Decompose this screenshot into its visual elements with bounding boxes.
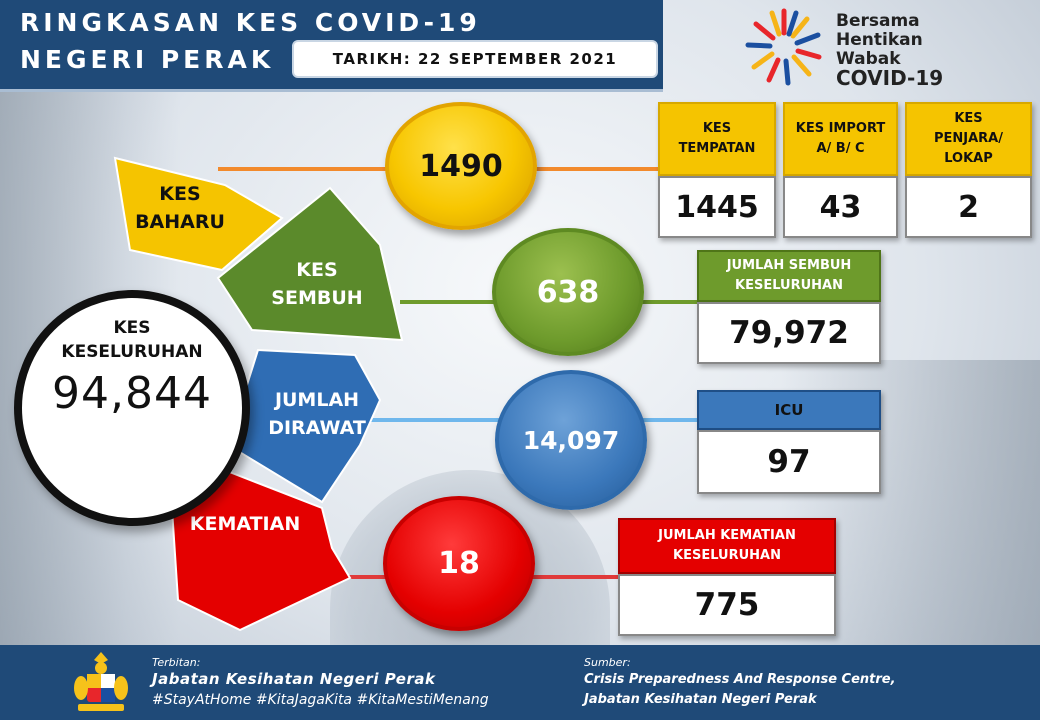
sunburst-logo-icon [745,8,822,86]
new-cases-value: 1490 [419,148,503,184]
footer-source-line2: Jabatan Kesihatan Negeri Perak [584,692,817,707]
stat-value-tempatan: 1445 [658,176,776,238]
active-cases-value: 14,097 [522,425,620,455]
stat-value-text: 97 [767,444,811,480]
segment-label-line: SEMBUH [271,287,363,309]
stat-header-line: JUMLAH KEMATIAN [658,528,796,543]
total-cases-value: 94,844 [52,368,212,419]
segment-label-kematian: KEMATIAN [180,510,310,538]
deaths-value: 18 [438,546,480,581]
stat-header-line: TEMPATAN [678,141,756,156]
stat-value-text: 775 [694,587,760,623]
recovered-circle: 638 [492,228,644,356]
footer-source-line1: Crisis Preparedness And Response Centre, [584,672,896,687]
recovered-value: 638 [536,274,600,310]
stat-header-line: KES [702,121,732,136]
stat-header-line: ICU [774,401,804,419]
date-text: TARIKH: 22 SEPTEMBER 2021 [332,50,618,68]
stat-header-line: KESELURUHAN [673,548,781,563]
footer-publisher: Jabatan Kesihatan Negeri Perak [152,670,436,688]
stat-header-sembuh-total: JUMLAH SEMBUH KESELURUHAN [697,250,881,302]
wedge-kematian [166,446,352,632]
deaths-circle: 18 [383,496,535,631]
campaign-logo: Bersama Hentikan Wabak COVID-19 [738,6,988,88]
segment-label-jumlah-dirawat: JUMLAH DIRAWAT [262,386,372,442]
segment-label-line: BAHARU [135,211,225,233]
stat-value-sembuh-total: 79,972 [697,302,881,364]
stat-header-tempatan: KES TEMPATAN [658,102,776,176]
page-title: RINGKASAN KES COVID-19 [20,8,481,37]
stat-value-text: 43 [819,189,862,225]
logo-text: Bersama Hentikan Wabak COVID-19 [836,11,944,90]
footer-hashtags: #StayAtHome #KitaJagaKita #KitaMestiMena… [152,692,489,708]
footer-sumber-label: Sumber: [584,656,631,669]
stat-value-import: 43 [783,176,898,238]
active-cases-circle: 14,097 [495,370,647,510]
stat-value-penjara: 2 [905,176,1032,238]
stat-header-line: A/ B/ C [816,141,865,156]
new-cases-circle: 1490 [385,102,537,230]
logo-line4: COVID-19 [836,66,944,90]
segment-label-kes-baharu: KES BAHARU [130,180,230,236]
total-label-line2: KESELURUHAN [61,342,203,362]
segment-label-line: KES [296,259,338,281]
stat-header-line: PENJARA/ [933,131,1003,146]
segment-label-line: JUMLAH [274,389,360,411]
segment-label-line: DIRAWAT [268,417,366,439]
stat-header-line: KES [954,111,983,126]
logo-line1: Bersama [836,11,920,31]
stat-header-line: JUMLAH SEMBUH [726,258,852,273]
stat-value-text: 1445 [675,189,759,225]
stat-value-kematian-total: 775 [618,574,836,636]
date-box: TARIKH: 22 SEPTEMBER 2021 [292,40,658,78]
stat-header-line: KES IMPORT [795,121,886,136]
page-subtitle: NEGERI PERAK [20,45,275,74]
wedge-kes-sembuh [216,186,404,342]
stat-header-kematian-total: JUMLAH KEMATIAN KESELURUHAN [618,518,836,574]
wedge-kes-baharu [113,156,284,272]
stat-value-text: 2 [958,189,979,225]
logo-line3: Wabak [836,49,901,69]
header-banner: RINGKASAN KES COVID-19 NEGERI PERAK TARI… [0,0,663,92]
total-label-line1: KES [113,318,151,338]
footer-bar [0,645,1040,720]
footer-terbitan-label: Terbitan: [152,656,201,669]
stat-header-icu: ICU [697,390,881,430]
segment-label-line: KEMATIAN [189,513,301,535]
stat-header-line: LOKAP [944,151,993,166]
logo-line2: Hentikan [836,30,923,50]
stat-value-text: 79,972 [729,315,849,351]
segment-label-line: KES [159,183,201,205]
stat-header-import: KES IMPORT A/ B/ C [783,102,898,176]
segment-label-kes-sembuh: KES SEMBUH [262,256,372,312]
stat-header-penjara: KES PENJARA/LOKAP [905,102,1032,176]
state-crest-icon [74,652,128,711]
total-cases-circle: KES KESELURUHAN 94,844 [14,290,250,526]
stat-value-icu: 97 [697,430,881,494]
stat-header-line: KESELURUHAN [735,278,843,293]
